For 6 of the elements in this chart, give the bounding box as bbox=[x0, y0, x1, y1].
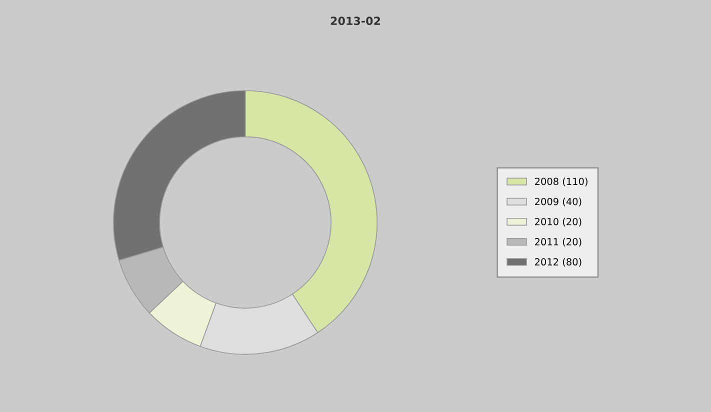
legend-label: 2011 (20) bbox=[535, 238, 582, 247]
legend-label: 2010 (20) bbox=[535, 218, 582, 226]
chart-title: 2013-02 bbox=[330, 16, 380, 26]
legend-label: 2008 (110) bbox=[535, 178, 588, 186]
legend-label: 2012 (80) bbox=[535, 258, 582, 267]
legend-label: 2009 (40) bbox=[535, 198, 582, 206]
